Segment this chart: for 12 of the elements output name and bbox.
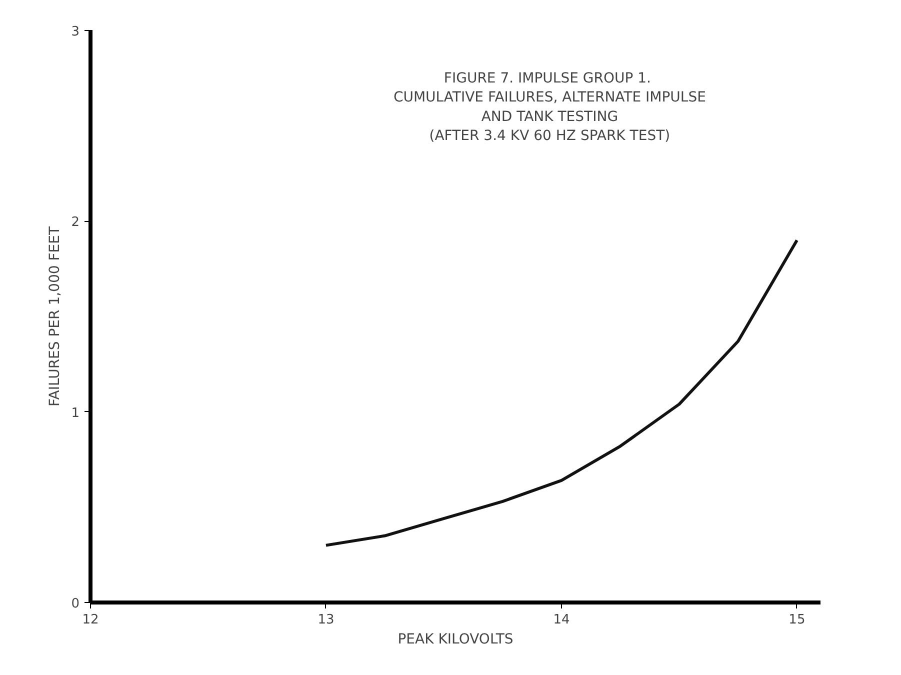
y-axis-title: FAILURES PER 1,000 FEET xyxy=(47,226,64,407)
y-tick-label: 2 xyxy=(71,215,80,230)
y-tick-label: 1 xyxy=(71,406,80,421)
text: FIGURE 7. IMPULSE GROUP 1. CUMULATIVE FAILURES, ALTERNATE IMPULSE AND TANK TESTING (AFTER 3.4 KV 60 HZ SPARK TEST) xyxy=(393,70,706,144)
x-tick-label: 12 xyxy=(82,612,99,628)
x-tick-label: 15 xyxy=(788,612,806,628)
y-tick-label: 0 xyxy=(71,596,80,612)
y-tick-label: 3 xyxy=(71,24,80,40)
line-series xyxy=(324,238,798,547)
x-tick-label: 14 xyxy=(553,612,570,628)
x-tick-label: 13 xyxy=(318,612,334,628)
x-axis-title: PEAK KILOVOLTS xyxy=(398,632,514,648)
